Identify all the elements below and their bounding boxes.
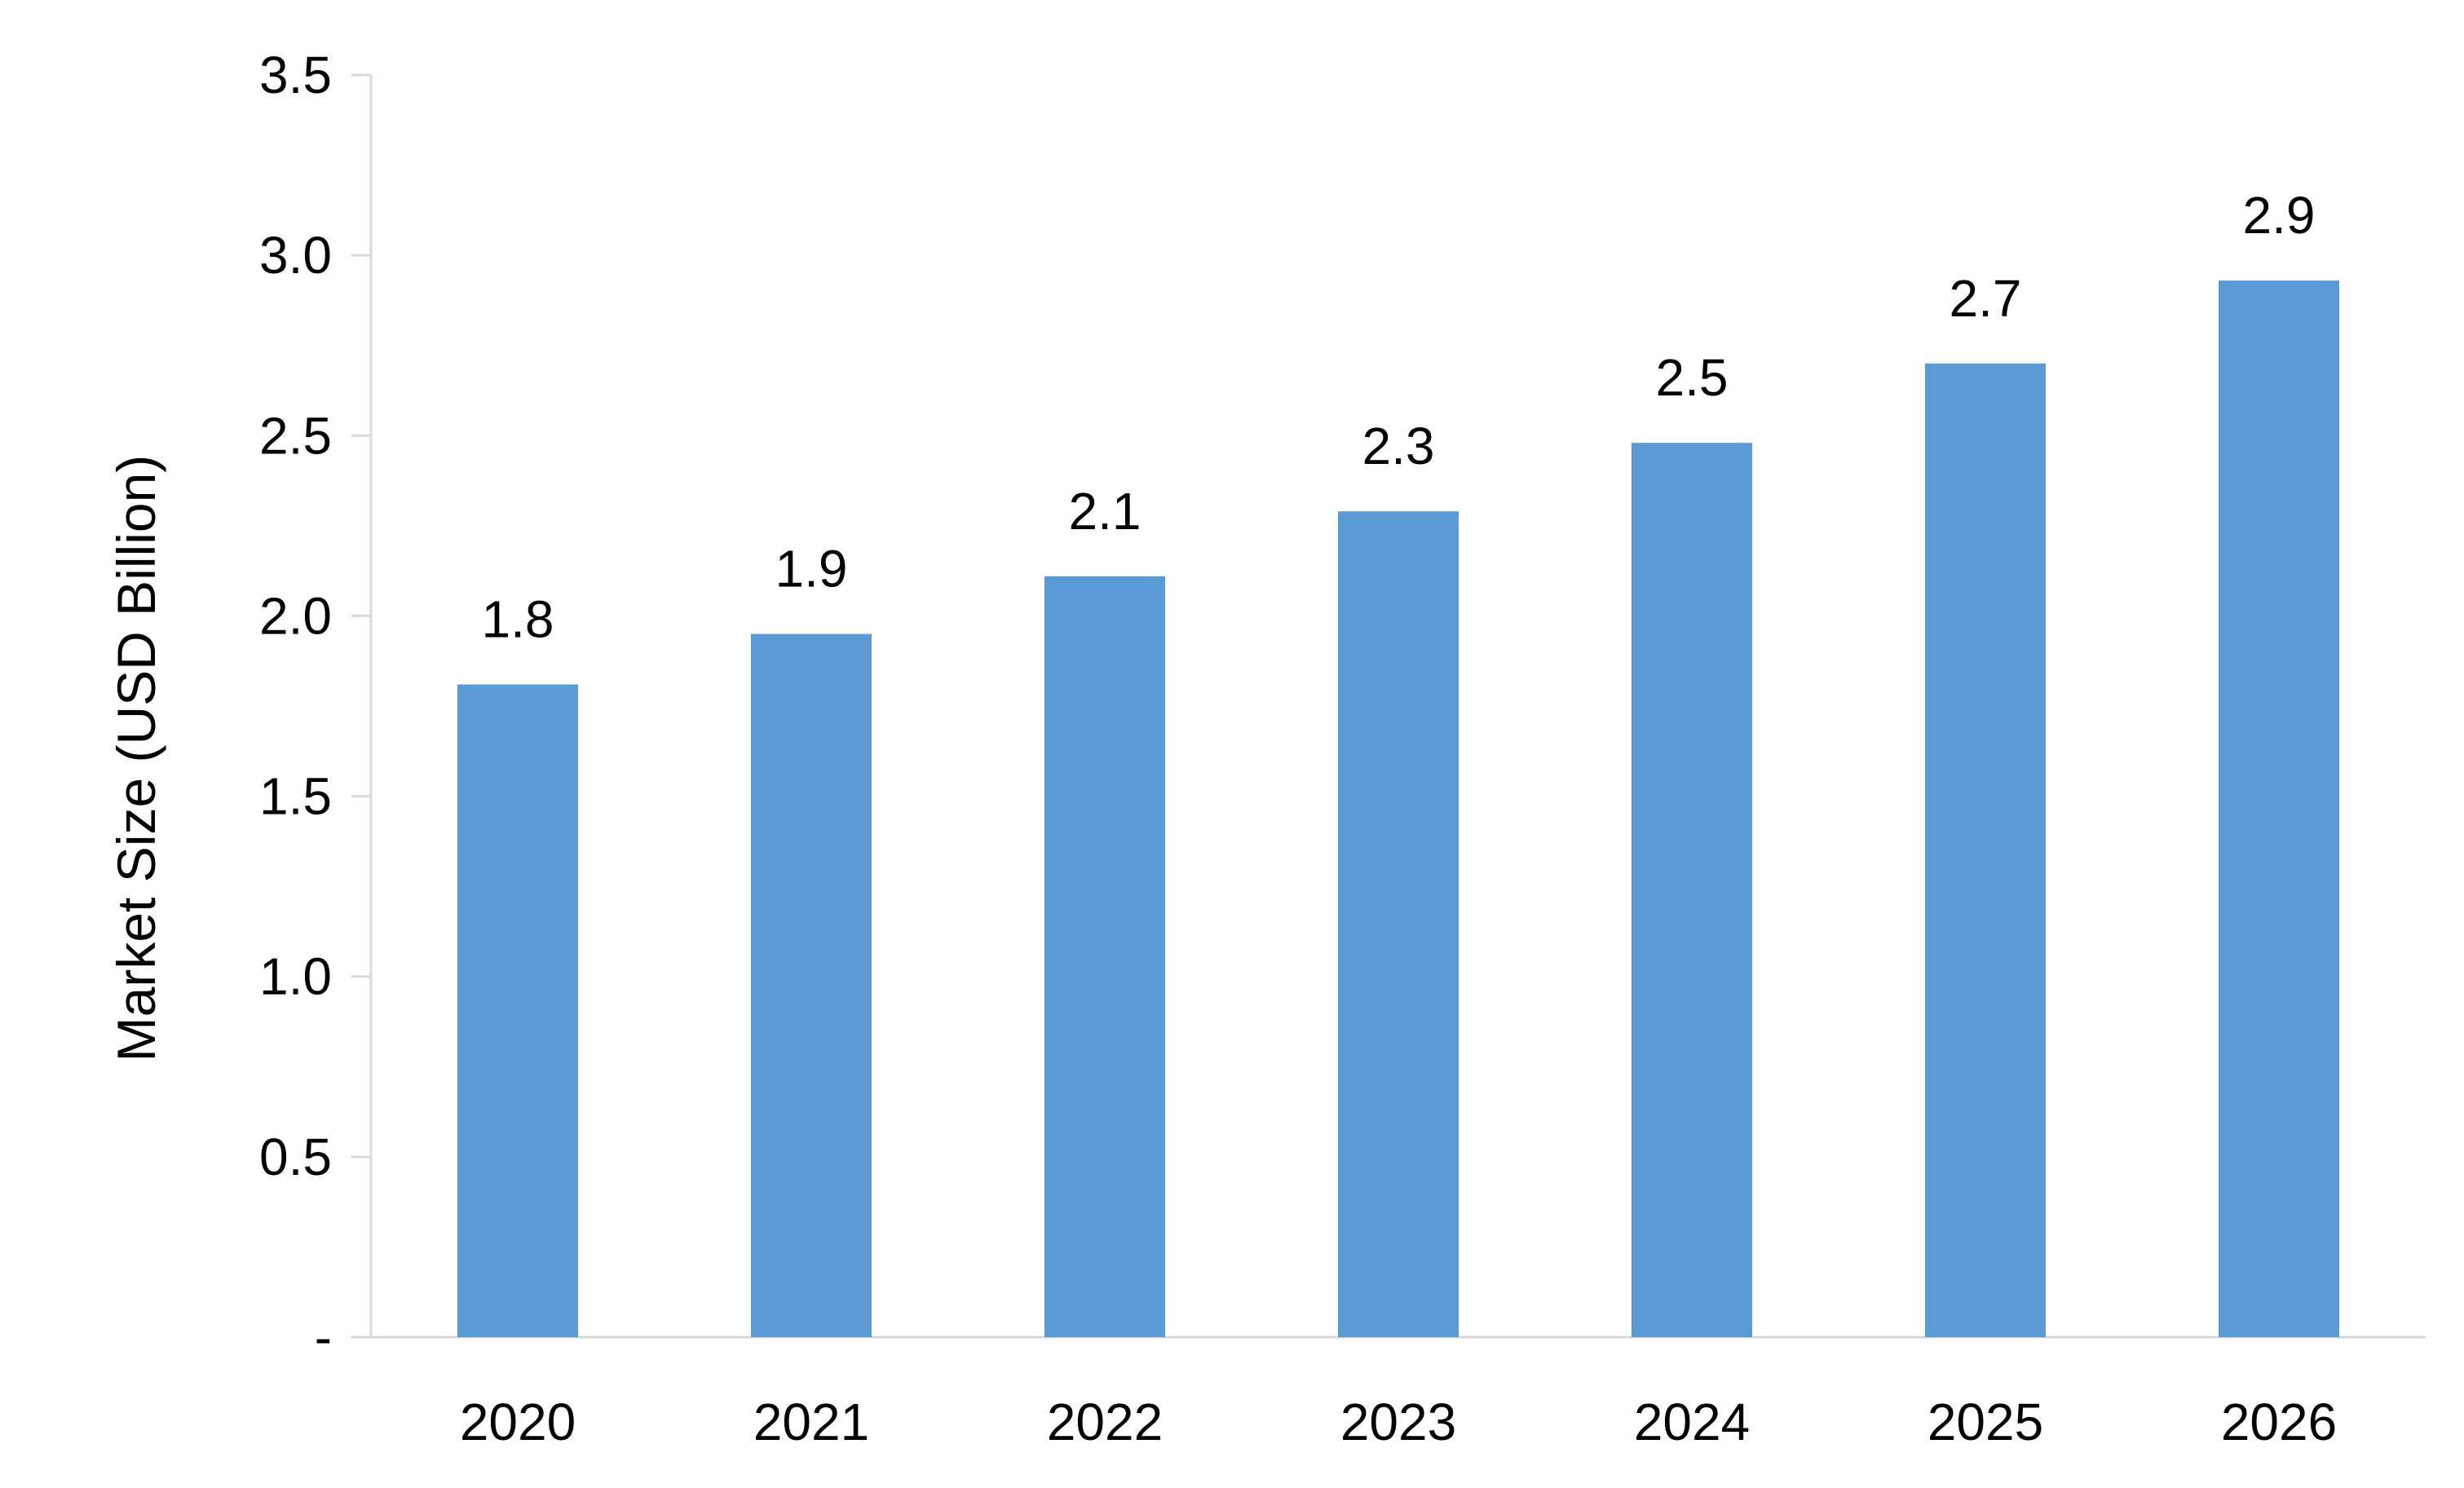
bar-2021 [751, 634, 872, 1337]
bar-2023 [1338, 511, 1459, 1337]
data-label-2026: 2.9 [2243, 186, 2316, 245]
y-tick-label: 3.5 [259, 46, 332, 104]
x-tick-label-2022: 2022 [1047, 1393, 1163, 1451]
y-axis: - 0.5 1.0 1.5 2.0 2.5 3.0 3.5 [259, 46, 373, 1367]
x-tick-label-2021: 2021 [753, 1393, 869, 1451]
data-labels: 1.8 1.9 2.1 2.3 2.5 2.7 2.9 [482, 186, 2316, 648]
x-tick-label-2020: 2020 [460, 1393, 576, 1451]
y-axis-title-group: Market Size (USD Billion) [106, 455, 166, 1062]
data-label-2021: 1.9 [775, 540, 848, 598]
y-axis-title: Market Size (USD Billion) [106, 455, 166, 1062]
data-label-2023: 2.3 [1362, 417, 1435, 475]
x-tick-label-2024: 2024 [1634, 1393, 1750, 1451]
bar-2026 [2219, 280, 2339, 1338]
bar-2024 [1632, 443, 1752, 1338]
bar-2020 [457, 684, 578, 1337]
x-tick-label-2025: 2025 [1927, 1393, 2043, 1451]
bar-2022 [1044, 576, 1165, 1337]
bar-2025 [1925, 363, 2046, 1337]
y-tick-label: 2.0 [259, 586, 332, 645]
y-tick-label: 2.5 [259, 406, 332, 465]
y-tick-label: 3.0 [259, 226, 332, 285]
y-tick-label: - [315, 1308, 332, 1367]
y-tick-label: 1.5 [259, 767, 332, 826]
x-tick-label-2026: 2026 [2221, 1393, 2337, 1451]
x-tick-label-2023: 2023 [1340, 1393, 1456, 1451]
bars [457, 280, 2339, 1338]
data-label-2025: 2.7 [1950, 269, 2022, 328]
data-label-2024: 2.5 [1656, 348, 1729, 407]
x-tick-labels: 2020 2021 2022 2023 2024 2025 2026 [460, 1393, 2337, 1451]
y-tick-label: 0.5 [259, 1128, 332, 1186]
data-label-2020: 1.8 [482, 589, 554, 648]
data-label-2022: 2.1 [1069, 482, 1141, 541]
y-tick-label: 1.0 [259, 947, 332, 1006]
